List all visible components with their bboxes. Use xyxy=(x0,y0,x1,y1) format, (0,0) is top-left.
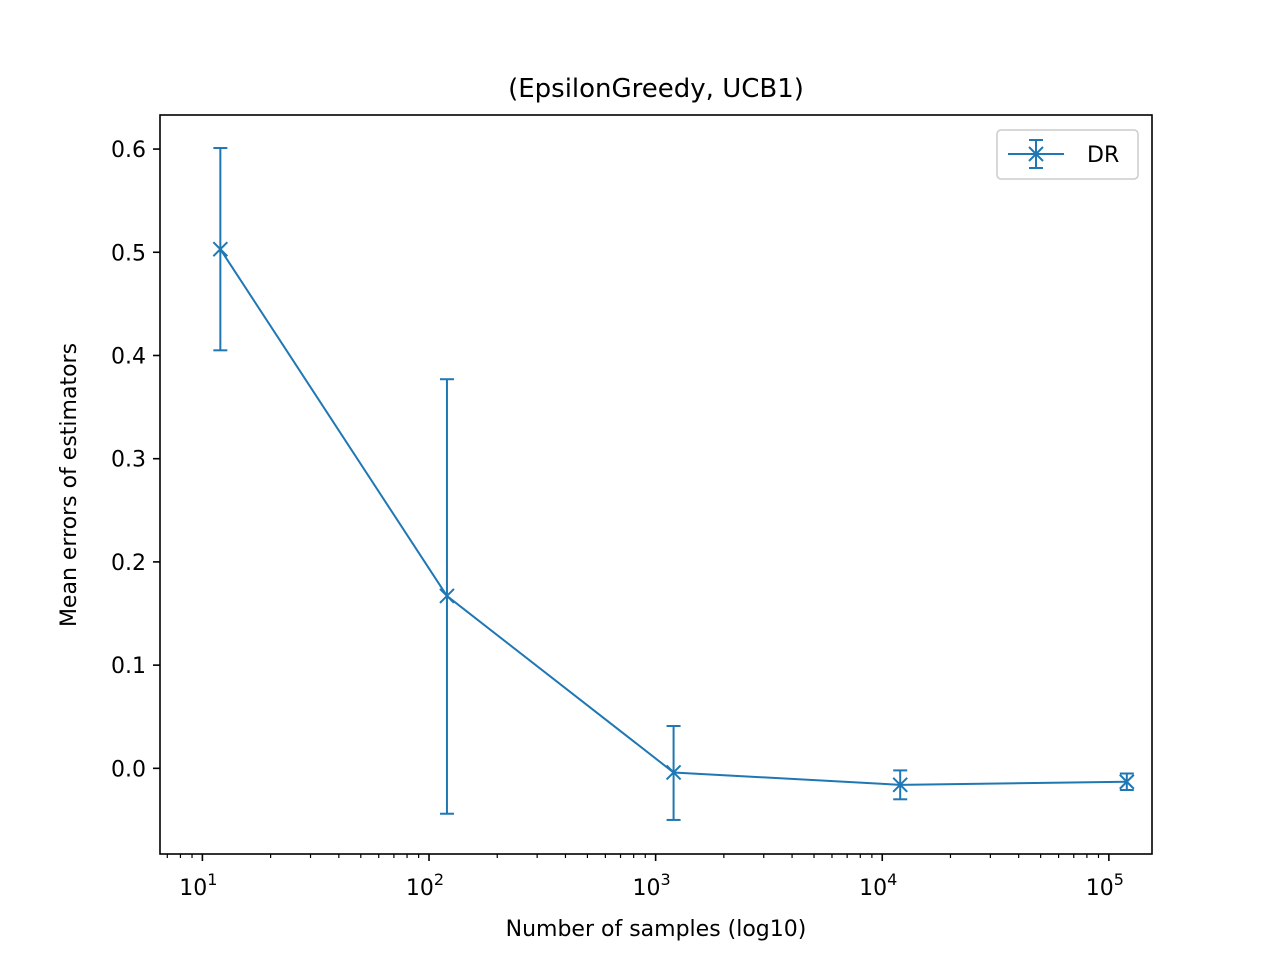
y-tick-label: 0.4 xyxy=(111,344,146,369)
y-tick-label: 0.5 xyxy=(111,241,146,266)
x-axis-title: Number of samples (log10) xyxy=(506,917,807,942)
y-tick-label: 0.0 xyxy=(111,757,146,782)
x-tick-label: 104 xyxy=(859,870,897,901)
x-marker xyxy=(665,764,682,781)
data-point xyxy=(892,769,908,801)
x-marker xyxy=(439,588,455,604)
data-point xyxy=(439,378,455,815)
data-point xyxy=(212,147,229,352)
data-point xyxy=(665,725,682,821)
data-point xyxy=(1119,772,1135,792)
y-tick-label: 0.2 xyxy=(111,551,146,576)
x-tick-label: 103 xyxy=(633,870,671,901)
legend-x-marker xyxy=(1028,146,1044,162)
y-tick-label: 0.6 xyxy=(111,138,146,163)
plot-area xyxy=(212,147,1135,821)
y-tick-label: 0.3 xyxy=(111,448,146,473)
chart-title: (EpsilonGreedy, UCB1) xyxy=(508,74,804,104)
legend-marker-dr xyxy=(1008,139,1064,169)
x-marker xyxy=(1119,774,1135,790)
x-marker xyxy=(892,777,908,793)
legend: DR xyxy=(996,129,1139,180)
x-tick-label: 101 xyxy=(179,870,217,901)
x-tick-label: 102 xyxy=(406,870,444,901)
x-axis: 101 102 103 104 105 xyxy=(166,854,1124,901)
x-marker xyxy=(212,241,229,257)
legend-box xyxy=(996,129,1139,180)
y-axis: 0.0 0.1 0.2 0.3 0.4 0.5 0.6 xyxy=(111,138,160,782)
y-axis-title: Mean errors of estimators xyxy=(57,343,82,627)
y-tick-label: 0.1 xyxy=(111,654,146,679)
x-tick-label: 105 xyxy=(1086,870,1124,901)
legend-label-dr: DR xyxy=(1087,143,1119,168)
